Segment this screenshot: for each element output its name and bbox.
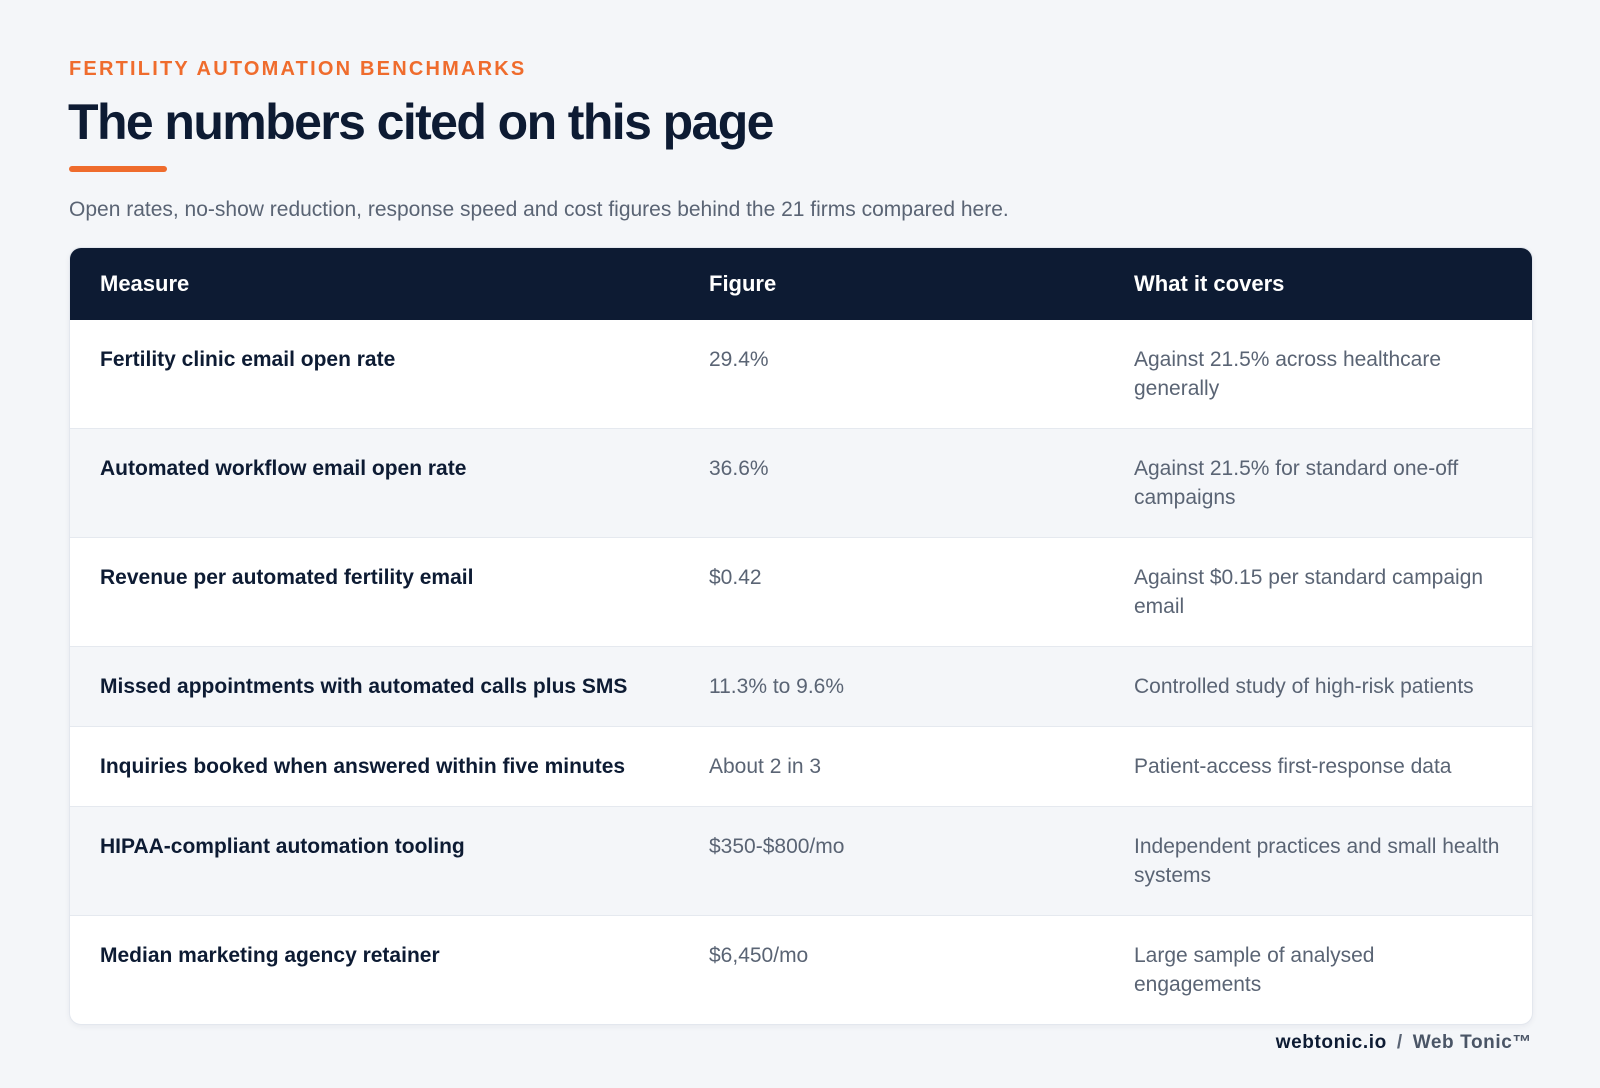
table-row: Automated workflow email open rate 36.6%… xyxy=(70,428,1532,538)
page-subtitle: Open rates, no-show reduction, response … xyxy=(69,198,1009,221)
cell-figure: $6,450/mo xyxy=(679,915,1104,1024)
footer-site: webtonic.io xyxy=(1275,1032,1387,1053)
cell-figure: 36.6% xyxy=(679,428,1104,538)
table-header: Measure Figure What it covers xyxy=(70,248,1532,320)
table-row: Inquiries booked when answered within fi… xyxy=(70,726,1532,807)
cell-measure: Median marketing agency retainer xyxy=(70,915,679,1024)
cell-covers: Against $0.15 per standard campaign emai… xyxy=(1104,537,1532,647)
cell-covers: Against 21.5% across healthcare generall… xyxy=(1134,348,1442,400)
column-header-covers: What it covers xyxy=(1134,271,1285,296)
table-row: Missed appointments with automated calls… xyxy=(70,646,1532,727)
cell-covers: Independent practices and small health s… xyxy=(1104,806,1532,916)
cell-measure: HIPAA-compliant automation tooling xyxy=(70,806,679,916)
eyebrow-label: FERTILITY AUTOMATION BENCHMARKS xyxy=(69,58,527,80)
cell-figure: $0.42 xyxy=(679,537,1104,647)
benchmarks-table-card: Measure Figure What it covers Fertility … xyxy=(69,247,1533,1025)
cell-measure: Revenue per automated fertility email xyxy=(70,537,679,647)
cell-covers: Patient-access first-response data xyxy=(1104,726,1532,807)
cell-covers: Against 21.5% for standard one-off campa… xyxy=(1104,428,1532,538)
cell-figure: About 2 in 3 xyxy=(679,726,1104,807)
table-row: Fertility clinic email open rate 29.4% A… xyxy=(70,320,1532,429)
cell-figure: 11.3% to 9.6% xyxy=(679,646,1104,727)
cell-figure: $350-$800/mo xyxy=(679,806,1104,916)
cell-figure: 29.4% xyxy=(709,348,769,371)
page-title: The numbers cited on this page xyxy=(68,94,774,150)
footer-separator: / xyxy=(1396,1032,1403,1053)
table-header-row: Measure Figure What it covers xyxy=(70,248,1532,320)
column-header-measure: Measure xyxy=(100,271,190,296)
cell-covers: Controlled study of high-risk patients xyxy=(1104,646,1532,727)
table-body: Fertility clinic email open rate 29.4% A… xyxy=(70,320,1532,1024)
column-header-figure: Figure xyxy=(709,271,777,296)
footer-credit: webtonic.io / Web Tonic™ xyxy=(1276,1032,1532,1054)
table-row: Revenue per automated fertility email $0… xyxy=(70,537,1532,647)
cell-measure: Automated workflow email open rate xyxy=(70,428,679,538)
benchmarks-table: Measure Figure What it covers Fertility … xyxy=(70,248,1532,1024)
cell-measure: Missed appointments with automated calls… xyxy=(70,646,679,727)
footer-brand: Web Tonic™ xyxy=(1412,1032,1532,1053)
cell-measure: Fertility clinic email open rate xyxy=(100,348,396,371)
cell-measure: Inquiries booked when answered within fi… xyxy=(70,726,679,807)
table-row: HIPAA-compliant automation tooling $350-… xyxy=(70,806,1532,916)
cell-covers: Large sample of analysed engagements xyxy=(1104,915,1532,1024)
title-underline xyxy=(69,166,167,172)
table-row: Median marketing agency retainer $6,450/… xyxy=(70,915,1532,1024)
